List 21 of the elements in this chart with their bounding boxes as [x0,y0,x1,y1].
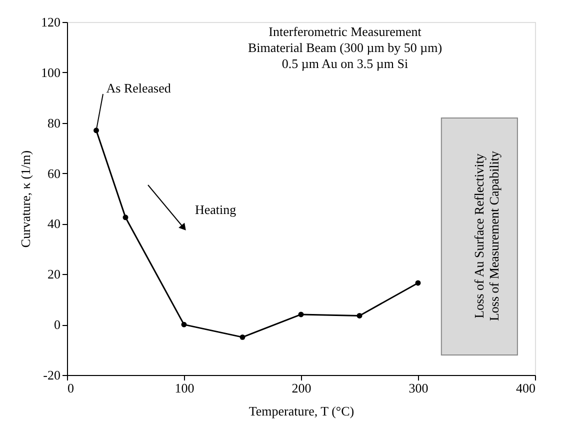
y-tick-label: 0 [54,317,60,332]
annotation: Interferometric Measurement [268,24,422,39]
x-tick-label: 200 [292,380,312,396]
y-tick-label: 20 [48,266,60,282]
annotation: Bimaterial Beam (300 µm by 50 µm) [248,40,442,55]
x-tick-label: 400 [516,380,536,396]
y-tick-label: 60 [48,166,60,181]
y-tick-label: 100 [41,64,60,80]
x-tick-label: 0 [68,380,74,396]
annotation: Heating [195,202,237,217]
annotation: 0.5 µm Au on 3.5 µm Si [282,56,408,71]
y-tick-label: 40 [48,216,60,232]
x-axis-title: Temperature, T (°C) [248,404,354,418]
y-tick-label: 80 [48,115,60,130]
x-tick-label: 300 [408,380,428,396]
annotation: As Released [106,80,172,96]
band-label: Loss of Au Surface Reflectivity Loss of Measurement Capability [471,150,502,322]
y-tick-label: 120 [41,14,60,30]
x-tick-label: 100 [174,380,194,396]
y-tick-label: -20 [43,368,60,382]
y-axis-title: Curvature, κ (1/m) [18,150,33,248]
